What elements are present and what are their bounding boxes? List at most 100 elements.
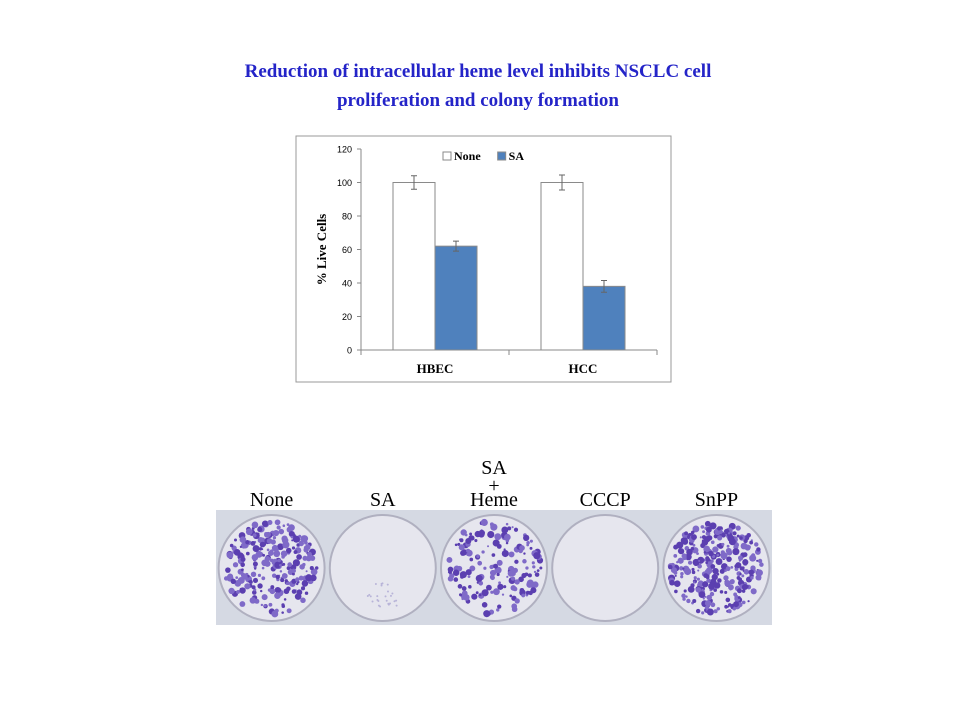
colony — [719, 590, 724, 594]
colony — [290, 535, 294, 539]
colony — [293, 550, 298, 555]
colony — [305, 574, 313, 582]
colony — [503, 585, 507, 589]
colony — [740, 542, 748, 550]
colony — [274, 519, 281, 526]
colony — [726, 544, 730, 548]
colony — [257, 583, 263, 589]
colony — [454, 543, 458, 547]
colony — [386, 590, 389, 593]
colony — [271, 544, 279, 552]
legend-label: None — [454, 149, 481, 163]
colony — [691, 534, 697, 541]
colony — [260, 537, 266, 543]
colony — [692, 599, 697, 604]
colony — [251, 590, 257, 595]
colony — [225, 567, 231, 573]
colony — [529, 546, 533, 550]
colony — [713, 534, 718, 539]
colony — [241, 573, 248, 580]
colony — [245, 540, 250, 545]
colony — [478, 529, 485, 537]
colony — [690, 547, 695, 551]
colony — [240, 556, 246, 562]
colony — [279, 563, 282, 567]
colony — [469, 565, 476, 572]
colony — [467, 575, 471, 578]
colony — [491, 553, 496, 557]
colony — [724, 569, 727, 573]
colony — [532, 565, 536, 569]
colony — [707, 535, 713, 541]
colony — [275, 574, 280, 580]
colony — [521, 573, 527, 579]
colony — [241, 568, 244, 572]
colony — [261, 520, 269, 527]
colony — [750, 588, 757, 595]
colony — [729, 588, 732, 591]
colony — [505, 522, 509, 526]
colony — [459, 538, 462, 541]
colony — [680, 575, 684, 579]
colony — [732, 531, 737, 536]
colony — [514, 559, 519, 564]
colony — [292, 535, 300, 543]
colony — [710, 602, 716, 608]
colony — [263, 604, 267, 608]
colony — [507, 570, 515, 577]
colony — [732, 607, 736, 611]
colony — [282, 562, 286, 566]
colony — [680, 571, 684, 576]
colony — [709, 522, 717, 530]
colony — [712, 546, 719, 553]
colony — [481, 602, 488, 608]
colony — [233, 549, 241, 556]
colony — [291, 572, 295, 576]
colony — [447, 575, 454, 582]
colony — [223, 576, 229, 581]
colony — [268, 550, 274, 556]
colony — [261, 559, 268, 567]
colony — [736, 575, 741, 580]
colony — [296, 589, 303, 596]
colony — [701, 535, 706, 540]
colony — [681, 593, 686, 598]
colony — [234, 580, 242, 587]
colony — [741, 584, 748, 590]
colony — [492, 588, 500, 596]
colony — [239, 601, 246, 607]
colony — [705, 556, 710, 561]
colony — [702, 530, 706, 534]
colony — [300, 586, 306, 591]
colony — [741, 600, 746, 605]
colony — [735, 562, 742, 569]
colony — [272, 536, 277, 540]
colony — [698, 559, 701, 562]
colony — [498, 581, 501, 585]
colony — [257, 526, 262, 531]
colony — [673, 580, 681, 588]
colony — [727, 532, 731, 535]
colony — [504, 533, 511, 541]
colony — [277, 543, 284, 551]
colony — [693, 576, 697, 580]
colony — [693, 581, 696, 584]
colony — [291, 539, 294, 542]
colony — [670, 567, 678, 574]
colony — [244, 583, 251, 590]
colony — [380, 584, 383, 587]
colony — [739, 536, 743, 540]
colony — [251, 585, 256, 590]
colony — [759, 562, 764, 567]
colony — [481, 550, 485, 554]
colony — [371, 600, 374, 603]
colony — [469, 557, 474, 562]
colony — [727, 534, 735, 542]
colony — [489, 574, 494, 579]
colony — [747, 600, 750, 603]
colony — [296, 543, 300, 547]
colony — [458, 544, 465, 551]
colony — [251, 554, 259, 561]
colony — [490, 523, 498, 531]
chart: 0 20 40 60 80 100 120 % Live Cells HBEC HCC None SA — [314, 145, 658, 376]
